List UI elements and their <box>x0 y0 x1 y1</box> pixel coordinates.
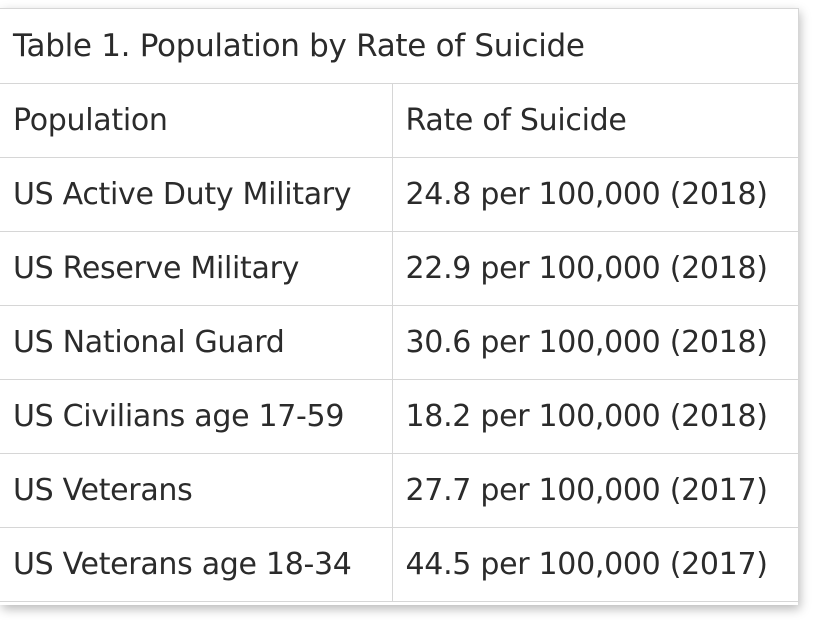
population-cell: US National Guard <box>0 305 393 380</box>
caption-row: Table 1. Population by Rate of Suicide <box>0 8 799 84</box>
table-caption: Table 1. Population by Rate of Suicide <box>0 8 799 84</box>
rate-cell: 18.2 per 100,000 (2018) <box>391 379 799 454</box>
rate-cell: 30.6 per 100,000 (2018) <box>391 305 799 380</box>
population-cell: US Veterans age 18-34 <box>0 527 393 602</box>
population-cell: US Civilians age 17-59 <box>0 379 393 454</box>
population-cell: US Reserve Military <box>0 231 393 306</box>
table-row: US Active Duty Military 24.8 per 100,000… <box>0 157 799 232</box>
population-cell: US Active Duty Military <box>0 157 393 232</box>
table-card: Table 1. Population by Rate of Suicide P… <box>0 8 799 605</box>
population-suicide-rate-table: Table 1. Population by Rate of Suicide P… <box>0 8 799 602</box>
rate-cell: 24.8 per 100,000 (2018) <box>391 157 799 232</box>
table-row: US Veterans 27.7 per 100,000 (2017) <box>0 453 799 528</box>
table-row: US Reserve Military 22.9 per 100,000 (20… <box>0 231 799 306</box>
header-population: Population <box>0 83 393 158</box>
table-row: US Civilians age 17-59 18.2 per 100,000 … <box>0 379 799 454</box>
rate-cell: 27.7 per 100,000 (2017) <box>391 453 799 528</box>
table-row: US National Guard 30.6 per 100,000 (2018… <box>0 305 799 380</box>
rate-cell: 44.5 per 100,000 (2017) <box>391 527 799 602</box>
table-row: US Veterans age 18-34 44.5 per 100,000 (… <box>0 527 799 602</box>
rate-cell: 22.9 per 100,000 (2018) <box>391 231 799 306</box>
population-cell: US Veterans <box>0 453 393 528</box>
header-rate-of-suicide: Rate of Suicide <box>391 83 799 158</box>
header-row: Population Rate of Suicide <box>0 83 799 158</box>
